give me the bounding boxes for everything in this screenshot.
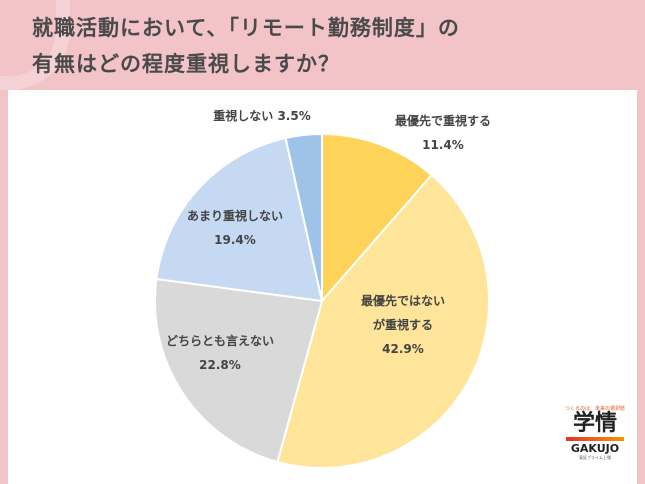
- slice-value-label: 42.9%: [382, 342, 424, 356]
- gakujo-logo: つくるのは、未来の選択肢 学情 GAKUJO 東証プライム上場: [560, 405, 630, 461]
- logo-name: GAKUJO: [570, 442, 620, 455]
- pie-slice: [276, 173, 490, 469]
- slice-value-label: 22.8%: [199, 358, 241, 372]
- slice-label: 重視しない 3.5%: [213, 108, 310, 123]
- pie-slice: [284, 132, 323, 302]
- logo-kanji: 学情: [572, 411, 617, 436]
- slice-value-label: 11.4%: [422, 138, 464, 152]
- slice-label: 最優先で重視する: [395, 113, 491, 128]
- pie-slice: [321, 132, 434, 304]
- title-line-2: 有無はどの程度重視しますか？: [32, 52, 340, 76]
- slice-label: どちらとも言えない: [166, 333, 274, 348]
- page-title: 就職活動において、「リモート勤務制度」の 有無はどの程度重視しますか？: [32, 10, 612, 82]
- pie-slice: [155, 136, 324, 303]
- logo-bar: [566, 437, 624, 441]
- slice-label: 最優先ではない: [361, 293, 445, 308]
- pie-slice: [154, 277, 324, 464]
- title-line-1: 就職活動において、「リモート勤務制度」の: [32, 16, 460, 40]
- slice-label: が重視する: [373, 317, 433, 332]
- slice-label: あまり重視しない: [187, 208, 283, 223]
- slice-value-label: 19.4%: [214, 233, 256, 247]
- logo-sub: 東証プライム上場: [579, 455, 611, 460]
- logo-tagline: つくるのは、未来の選択肢: [565, 406, 625, 412]
